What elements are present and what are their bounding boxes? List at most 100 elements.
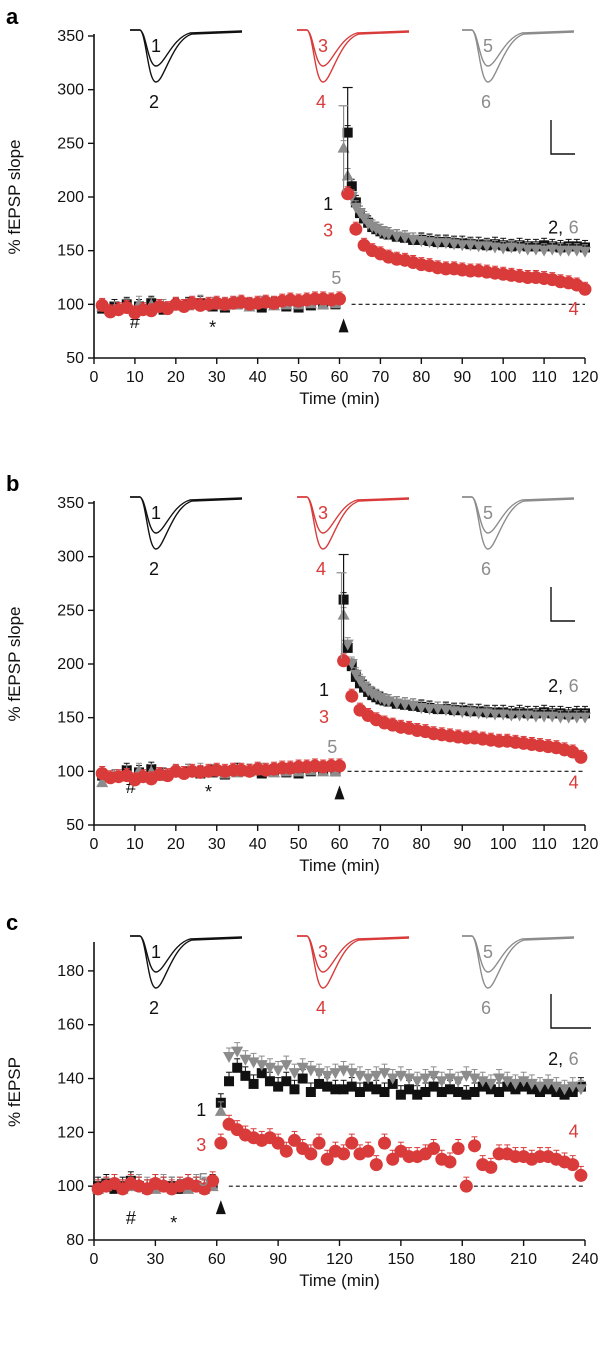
annotation-label: 3 [323,221,333,241]
trace-label: 2 [149,998,159,1018]
data-point [562,245,575,257]
y-tick-label: 160 [57,1017,84,1034]
data-point [272,1065,285,1077]
data-point [305,1087,316,1097]
data-point [427,1142,441,1156]
trace-label: 4 [316,998,326,1018]
x-axis-label: Time (min) [299,856,380,875]
y-tick-label: 80 [66,1232,84,1249]
data-point [297,1073,308,1084]
x-tick-label: 60 [331,836,349,853]
annotation-label: 5 [198,1170,208,1190]
data-point [579,712,591,724]
data-point [435,1076,448,1088]
data-point [428,1081,439,1092]
data-point [240,1070,251,1081]
example-trace: 12 [130,935,243,1018]
x-tick-label: 80 [412,836,430,853]
annotation-label: 5 [327,737,337,757]
data-point [464,707,477,719]
trace-line [297,496,410,550]
data-point [451,1142,465,1156]
x-tick-label: 50 [290,369,308,386]
trace-label: 3 [318,36,328,56]
data-point [570,245,583,257]
data-point [488,242,501,254]
data-point [461,1089,472,1100]
data-point [444,1084,455,1095]
annotation-label: 4 [569,773,579,793]
y-tick-label: 140 [57,1071,84,1088]
data-point [538,245,551,257]
panel-a: a 50 100 150 200 250 300 350 0 10 20 30 40 50 60 70 80 90… [5,4,598,408]
x-tick-label: 40 [249,836,267,853]
data-point [271,1136,285,1150]
trace-label: 5 [483,503,493,523]
data-point [346,181,357,192]
data-point [574,750,588,764]
trace-line [462,935,575,973]
trace-label: 1 [151,36,161,56]
x-tick-label: 180 [449,1251,476,1268]
data-point [529,711,542,723]
x-tick-label: 120 [572,836,599,853]
data-point [330,1084,341,1095]
annotation-label: 3 [196,1135,206,1155]
trace-label: 6 [481,559,491,579]
data-point [197,1182,211,1196]
annotation-label: 2, [548,1049,563,1069]
y-tick-label: 300 [57,549,84,566]
x-tick-label: 90 [453,836,471,853]
x-tick-label: 0 [90,369,99,386]
x-tick-label: 150 [388,1251,415,1268]
y-tick-label: 100 [57,296,84,313]
data-point [338,1084,349,1095]
annotation-label: 6 [569,217,579,237]
data-point [574,1084,587,1096]
y-axis-label: % fEPSP [5,1057,24,1127]
y-tick-label: 100 [57,1178,84,1195]
series-red [91,1114,588,1196]
data-point [287,1133,301,1147]
data-point [273,1081,284,1092]
data-point [459,1179,473,1193]
x-tick-label: 110 [531,369,557,386]
data-point [579,246,591,258]
data-point [320,1152,334,1166]
series-red [95,186,592,320]
panel-c: c 80 100 120 140 160 180 0 30 60 90 120 150 180 210 240… [5,910,598,1290]
annotation-label: 2, [548,676,563,696]
trace-label: 5 [483,36,493,56]
y-tick-label: 250 [57,602,84,619]
data-point [390,231,403,243]
panel-label: b [6,471,19,496]
y-tick-label: 150 [57,243,84,260]
data-point [362,1073,375,1085]
data-point [289,1084,300,1095]
data-point [386,1152,400,1166]
y-axis-label: % fEPSP slope [5,607,24,722]
data-point [314,1078,325,1089]
trace-line [462,935,575,989]
data-point [423,237,436,249]
trace-label: 2 [149,559,159,579]
annotation-label: 1 [319,680,329,700]
data-point [369,1158,383,1172]
x-tick-label: 10 [126,369,144,386]
mark: # [126,1208,136,1228]
data-point [469,1087,480,1097]
example-trace: 56 [462,935,575,1018]
scale-bar [550,120,575,155]
mark: * [209,317,216,337]
data-point [431,704,444,716]
data-point [456,240,469,252]
data-point [370,1070,383,1082]
x-tick-label: 0 [90,836,99,853]
data-point [497,709,510,721]
x-tick-label: 30 [146,1251,164,1268]
x-tick-label: 90 [269,1251,287,1268]
data-point [264,1076,275,1087]
annotation-label: 6 [569,1049,579,1069]
data-point [480,241,493,253]
data-point [574,1168,588,1182]
